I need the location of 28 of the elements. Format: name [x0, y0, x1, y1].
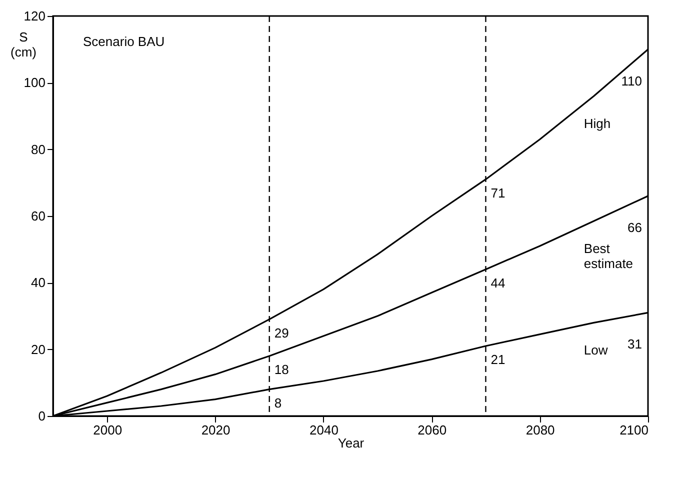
series-label: High — [584, 116, 611, 131]
x-axis-title: Year — [338, 436, 365, 450]
data-label: 18 — [274, 362, 289, 377]
y-tick-label: 0 — [38, 408, 46, 424]
data-label: 8 — [274, 395, 282, 410]
x-tick-label: 2080 — [526, 422, 555, 438]
x-tick-label: 2020 — [201, 422, 230, 438]
x-tick-label: 2000 — [93, 422, 122, 438]
series-label: Best estimate — [584, 241, 634, 271]
x-tick-label: 2060 — [418, 422, 447, 438]
data-label: 71 — [490, 185, 506, 200]
y-tick-label: 80 — [31, 142, 46, 157]
data-label: 110 — [621, 73, 642, 88]
data-label: 31 — [628, 336, 642, 352]
y-tick-label: 40 — [31, 275, 46, 290]
y-tick-label: 20 — [31, 342, 46, 357]
data-label: 21 — [490, 352, 506, 367]
data-label: 66 — [628, 220, 642, 235]
data-label: 44 — [490, 275, 506, 290]
x-tick-label: 2040 — [309, 422, 338, 438]
y-tick-label: 120 — [24, 8, 46, 24]
series-label: Low — [584, 342, 608, 358]
data-label: 29 — [274, 325, 289, 340]
y-tick-label: 100 — [24, 75, 46, 90]
annotation: Scenario BAU — [83, 34, 165, 49]
y-tick-label: 60 — [31, 208, 46, 224]
y-axis-title: S (cm) — [10, 30, 36, 60]
x-tick-label: 2100 — [620, 422, 648, 438]
